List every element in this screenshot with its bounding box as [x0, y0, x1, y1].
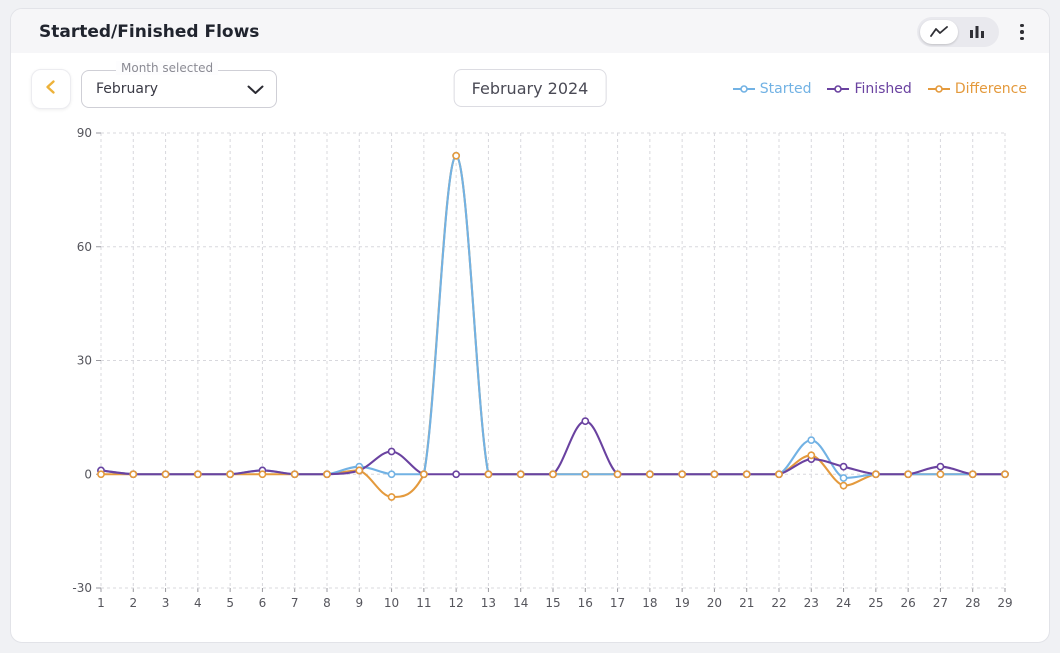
month-select[interactable]: Month selected February [81, 61, 277, 108]
svg-text:20: 20 [707, 596, 722, 610]
data-point-started-24 [839, 474, 848, 482]
data-point-difference-7 [290, 470, 299, 479]
svg-text:30: 30 [77, 354, 92, 368]
page-title: Started/Finished Flows [39, 22, 260, 42]
month-select-value: February [96, 81, 159, 97]
data-point-difference-18 [645, 470, 654, 479]
legend-marker-icon [827, 85, 850, 93]
card-header: Started/Finished Flows [11, 9, 1049, 53]
svg-text:24: 24 [836, 596, 851, 610]
data-point-difference-5 [226, 470, 235, 479]
svg-text:25: 25 [868, 596, 883, 610]
data-point-difference-24 [839, 481, 848, 490]
data-point-difference-11 [419, 470, 428, 479]
chart-wrap: 1 2 3 4 5 6 7 8 9 10 11 12 13 14 15 16 17 18 19 20 21 22 23 24 2… [11, 113, 1049, 619]
svg-text:1: 1 [97, 596, 105, 610]
data-point-difference-2 [129, 470, 138, 479]
svg-text:9: 9 [355, 596, 363, 610]
svg-text:10: 10 [384, 596, 399, 610]
legend-marker-icon [927, 85, 950, 93]
data-point-difference-20 [710, 470, 719, 479]
line-chart-icon [929, 23, 949, 42]
data-point-difference-9 [355, 466, 364, 475]
data-point-finished-24 [839, 462, 848, 471]
previous-month-button[interactable] [31, 69, 71, 109]
data-point-difference-25 [871, 470, 880, 479]
data-point-started-10 [387, 470, 396, 479]
svg-text:27: 27 [933, 596, 948, 610]
data-point-finished-16 [581, 417, 590, 426]
data-point-difference-27 [936, 470, 945, 479]
data-point-difference-13 [484, 470, 493, 479]
bar-chart-toggle-button[interactable] [958, 20, 996, 44]
chevron-down-icon [247, 80, 264, 99]
legend-item-difference[interactable]: Difference [927, 81, 1027, 97]
data-point-difference-10 [387, 493, 396, 501]
svg-text:17: 17 [610, 596, 625, 610]
data-point-difference-22 [775, 470, 783, 479]
svg-text:3: 3 [162, 596, 170, 610]
svg-text:4: 4 [194, 596, 202, 610]
data-point-difference-16 [581, 470, 590, 479]
data-point-difference-23 [807, 451, 816, 460]
svg-text:19: 19 [675, 596, 690, 610]
svg-text:23: 23 [804, 596, 819, 610]
flows-card: Started/Finished Flows [10, 8, 1050, 643]
svg-text:8: 8 [323, 596, 331, 610]
data-point-difference-19 [678, 470, 687, 479]
data-point-difference-17 [613, 470, 622, 479]
legend-item-started[interactable]: Started [732, 81, 811, 97]
chevron-left-icon [43, 78, 59, 100]
data-point-started-23 [807, 436, 816, 445]
svg-text:11: 11 [416, 596, 431, 610]
legend-marker-icon [732, 85, 755, 93]
svg-text:21: 21 [739, 596, 754, 610]
data-point-finished-10 [387, 447, 396, 456]
svg-text:12: 12 [449, 596, 464, 610]
data-point-difference-21 [742, 470, 751, 479]
svg-text:15: 15 [545, 596, 560, 610]
data-point-difference-15 [549, 470, 557, 479]
controls-row: Month selected February February 2024 St… [11, 53, 1049, 113]
month-select-label: Month selected [116, 61, 219, 75]
svg-text:22: 22 [771, 596, 786, 610]
svg-text:90: 90 [77, 126, 92, 140]
data-point-difference-1 [97, 470, 105, 479]
svg-text:16: 16 [578, 596, 593, 610]
flow-chart[interactable]: 1 2 3 4 5 6 7 8 9 10 11 12 13 14 15 16 17 18 19 20 21 22 23 24 2… [23, 115, 1031, 615]
data-point-difference-4 [193, 470, 202, 479]
data-point-difference-6 [258, 470, 267, 479]
svg-text:6: 6 [259, 596, 267, 610]
svg-text:60: 60 [77, 240, 92, 254]
period-label: February 2024 [453, 69, 607, 107]
svg-text:-30: -30 [72, 581, 92, 595]
svg-text:13: 13 [481, 596, 496, 610]
svg-text:28: 28 [965, 596, 980, 610]
svg-text:29: 29 [997, 596, 1012, 610]
svg-text:26: 26 [901, 596, 916, 610]
data-point-finished-27 [936, 462, 945, 471]
chart-type-toggle [917, 17, 999, 47]
legend-item-finished[interactable]: Finished [827, 81, 912, 97]
svg-text:0: 0 [84, 467, 92, 481]
legend: Started Finished Difference [732, 81, 1027, 97]
data-point-difference-26 [904, 470, 913, 479]
data-point-difference-29 [1001, 470, 1009, 479]
data-point-finished-12 [452, 470, 461, 479]
svg-text:5: 5 [226, 596, 234, 610]
svg-text:14: 14 [513, 596, 528, 610]
svg-text:7: 7 [291, 596, 299, 610]
svg-text:2: 2 [129, 596, 137, 610]
data-point-difference-8 [323, 470, 331, 479]
data-point-difference-12 [452, 151, 461, 160]
data-point-difference-28 [968, 470, 977, 479]
header-actions [917, 17, 1033, 47]
data-point-difference-3 [161, 470, 170, 479]
bar-chart-icon [969, 23, 985, 42]
more-options-menu-icon[interactable] [1011, 19, 1033, 45]
line-chart-toggle-button[interactable] [920, 20, 958, 44]
data-point-difference-14 [516, 470, 525, 479]
svg-text:18: 18 [642, 596, 657, 610]
